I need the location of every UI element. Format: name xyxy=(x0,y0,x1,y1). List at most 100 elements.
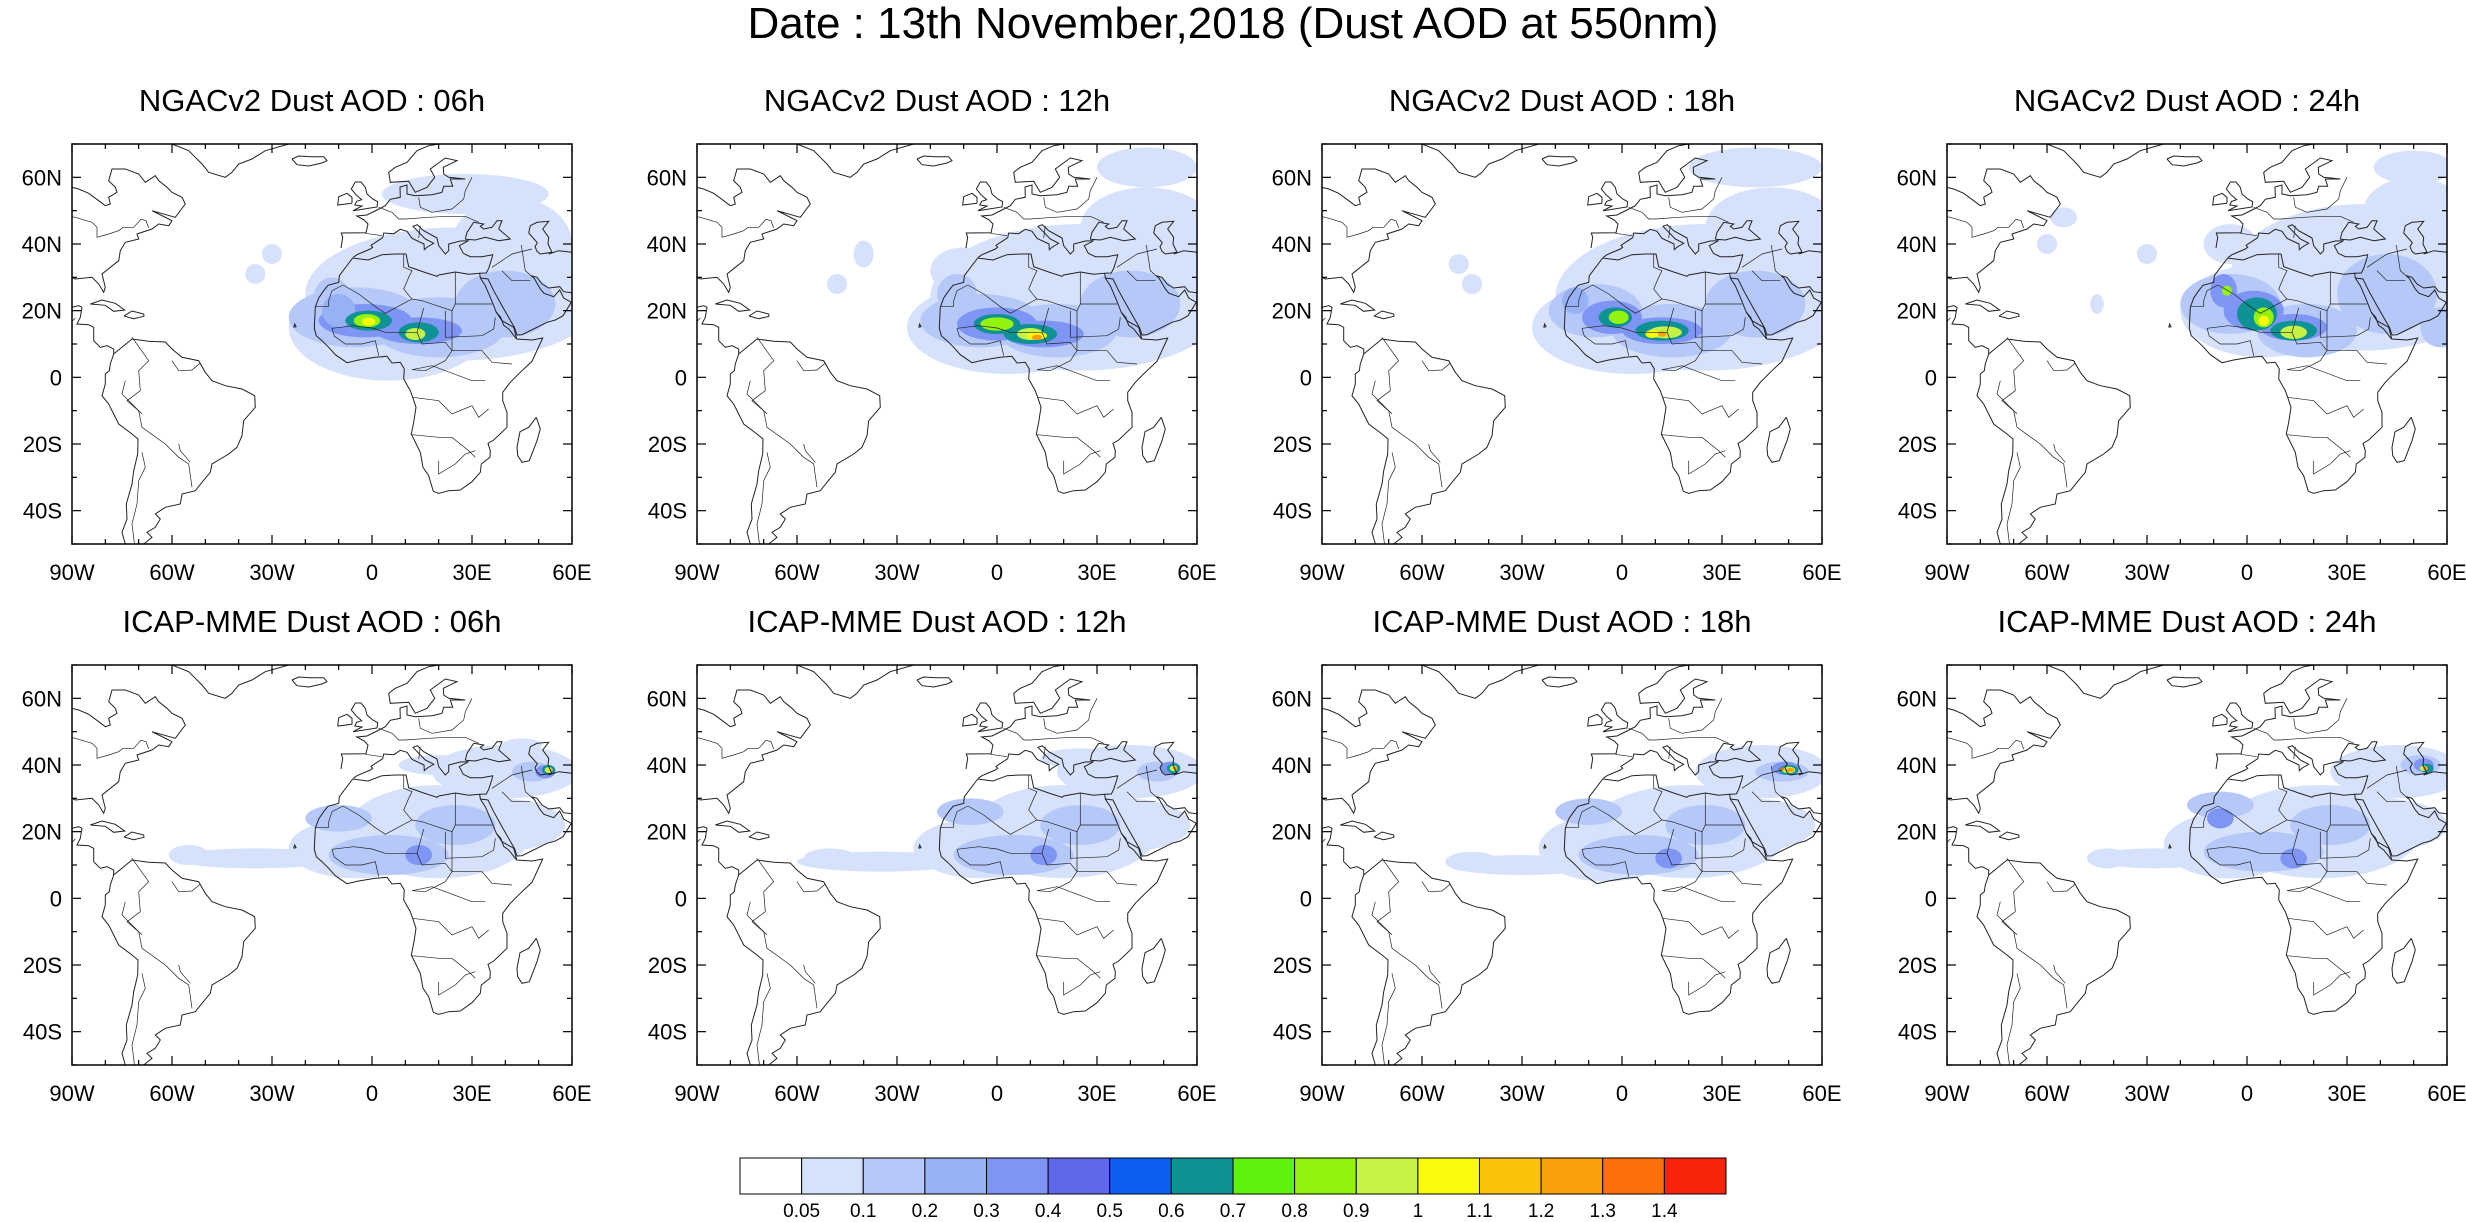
coastline-greenland xyxy=(796,144,914,178)
border-line xyxy=(365,232,383,237)
map-panel: NGACv2 Dust AOD : 18h 90W 60W 30W 0 30E 60E 60N… xyxy=(1262,84,1862,614)
coastline-gulf-persian xyxy=(1781,796,1822,815)
border-line xyxy=(411,365,486,382)
lon-tick-label: 60E xyxy=(1802,560,1841,585)
coastline-greenland xyxy=(171,665,289,699)
dust-contour xyxy=(1080,270,1181,338)
coastlines xyxy=(1947,144,2447,544)
coastline-madagascar xyxy=(1141,416,1166,463)
border-line xyxy=(1126,270,1156,282)
border-line xyxy=(1628,206,1729,223)
lon-tick-label: 30E xyxy=(452,1081,491,1106)
border-line xyxy=(1282,279,1297,291)
border-line xyxy=(418,698,473,734)
coastline-cuba xyxy=(1340,299,1377,312)
lat-tick-label: 20N xyxy=(647,299,687,324)
dust-contour xyxy=(2373,150,2447,184)
border-line xyxy=(131,452,146,544)
coastline-north-america xyxy=(1322,168,1436,294)
coastline-africa xyxy=(2188,253,2419,494)
lon-tick-label: 60W xyxy=(149,560,194,585)
dust-contour xyxy=(937,798,1004,825)
border-line xyxy=(403,775,413,821)
lon-tick-label: 60W xyxy=(1399,560,1444,585)
border-line xyxy=(1381,973,1396,1065)
coastline-cuba xyxy=(715,299,752,312)
country-borders xyxy=(1282,177,1784,544)
coastline-cape-verde xyxy=(2168,843,2172,849)
coastline-black-sea xyxy=(1089,741,1137,763)
coastline-europe xyxy=(1590,144,1716,249)
border-line xyxy=(1036,434,1101,458)
border-line xyxy=(2278,254,2288,300)
lat-tick-label: 40N xyxy=(1897,753,1937,778)
colorbar-swatch xyxy=(1355,1157,1419,1195)
dust-contour xyxy=(382,174,549,214)
colorbar-swatch xyxy=(1109,1157,1172,1195)
lat-tick-label: 40N xyxy=(1897,232,1937,257)
border-line xyxy=(2313,971,2351,996)
dust-contour xyxy=(2420,307,2447,348)
coastline-central-america xyxy=(72,826,115,875)
lon-tick-label: 90W xyxy=(1299,1081,1344,1106)
coastline-med-north xyxy=(978,224,1119,274)
lat-tick-label: 20N xyxy=(22,820,62,845)
map-plot: 90W 60W 30W 0 30E 60E 60N 40N 20N 0 20S 40S xyxy=(1272,143,1842,585)
border-line xyxy=(1565,284,1594,307)
dust-contour xyxy=(1688,147,1822,188)
coastline-europe xyxy=(965,144,1091,249)
dust-contour xyxy=(2087,848,2127,869)
panel-title: ICAP-MME Dust AOD : 06h xyxy=(122,604,502,639)
dust-contour xyxy=(262,244,282,264)
border-line xyxy=(2376,270,2406,282)
border-line xyxy=(803,964,816,984)
lon-tick-label: 90W xyxy=(1299,560,1344,585)
border-line xyxy=(1116,248,1158,268)
border-line xyxy=(1666,332,1763,365)
coastline-cuba xyxy=(1340,820,1377,833)
border-line xyxy=(2001,858,2025,935)
panel-title: NGACv2 Dust AOD : 18h xyxy=(1388,83,1736,118)
border-line xyxy=(1041,332,1138,365)
lon-tick-label: 90W xyxy=(49,560,94,585)
border-line xyxy=(2190,284,2219,307)
border-line xyxy=(1628,727,1729,744)
coastline-britain xyxy=(350,702,379,733)
coastline-south-america xyxy=(1351,859,1506,1065)
coastline-north-america xyxy=(1947,689,2061,815)
border-line xyxy=(1581,307,1675,333)
lon-tick-label: 60W xyxy=(774,560,819,585)
lat-tick-label: 40N xyxy=(647,232,687,257)
border-line xyxy=(1694,831,1746,859)
dust-contour xyxy=(305,805,372,832)
border-line xyxy=(956,828,1050,854)
map-panel: NGACv2 Dust AOD : 06h 90W 60W 30W 0 30E 60E 60N… xyxy=(12,84,612,614)
coastline-africa xyxy=(938,774,1169,1015)
border-line xyxy=(1043,225,1046,239)
border-line xyxy=(126,337,150,414)
lat-tick-label: 0 xyxy=(1300,886,1312,911)
border-line xyxy=(1126,791,1156,803)
panel-title: ICAP-MME Dust AOD : 18h xyxy=(1372,604,1752,639)
lon-tick-label: 0 xyxy=(1616,1081,1628,1106)
colorbar-swatch xyxy=(1294,1157,1357,1195)
dust-contour xyxy=(2258,315,2269,326)
coastline-red-sea-africa xyxy=(1745,311,1767,340)
border-line xyxy=(657,279,672,291)
coastline-black-sea xyxy=(464,220,512,242)
border-line xyxy=(2293,177,2348,213)
border-line xyxy=(2278,775,2288,821)
border-line xyxy=(501,791,531,803)
border-line xyxy=(1581,849,1630,877)
border-line xyxy=(1668,746,1671,760)
panel-title: ICAP-MME Dust AOD : 12h xyxy=(747,604,1127,639)
colorbar-label: 1.2 xyxy=(1527,1201,1555,1222)
dust-contour xyxy=(853,240,874,268)
border-line xyxy=(501,270,531,282)
border-line xyxy=(121,380,193,488)
coastline-iran-coast xyxy=(2423,250,2447,255)
coastline-cuba xyxy=(715,820,752,833)
coastline-central-america xyxy=(1322,305,1365,354)
border-line xyxy=(1116,769,1158,789)
dust-contour xyxy=(1555,798,1622,825)
